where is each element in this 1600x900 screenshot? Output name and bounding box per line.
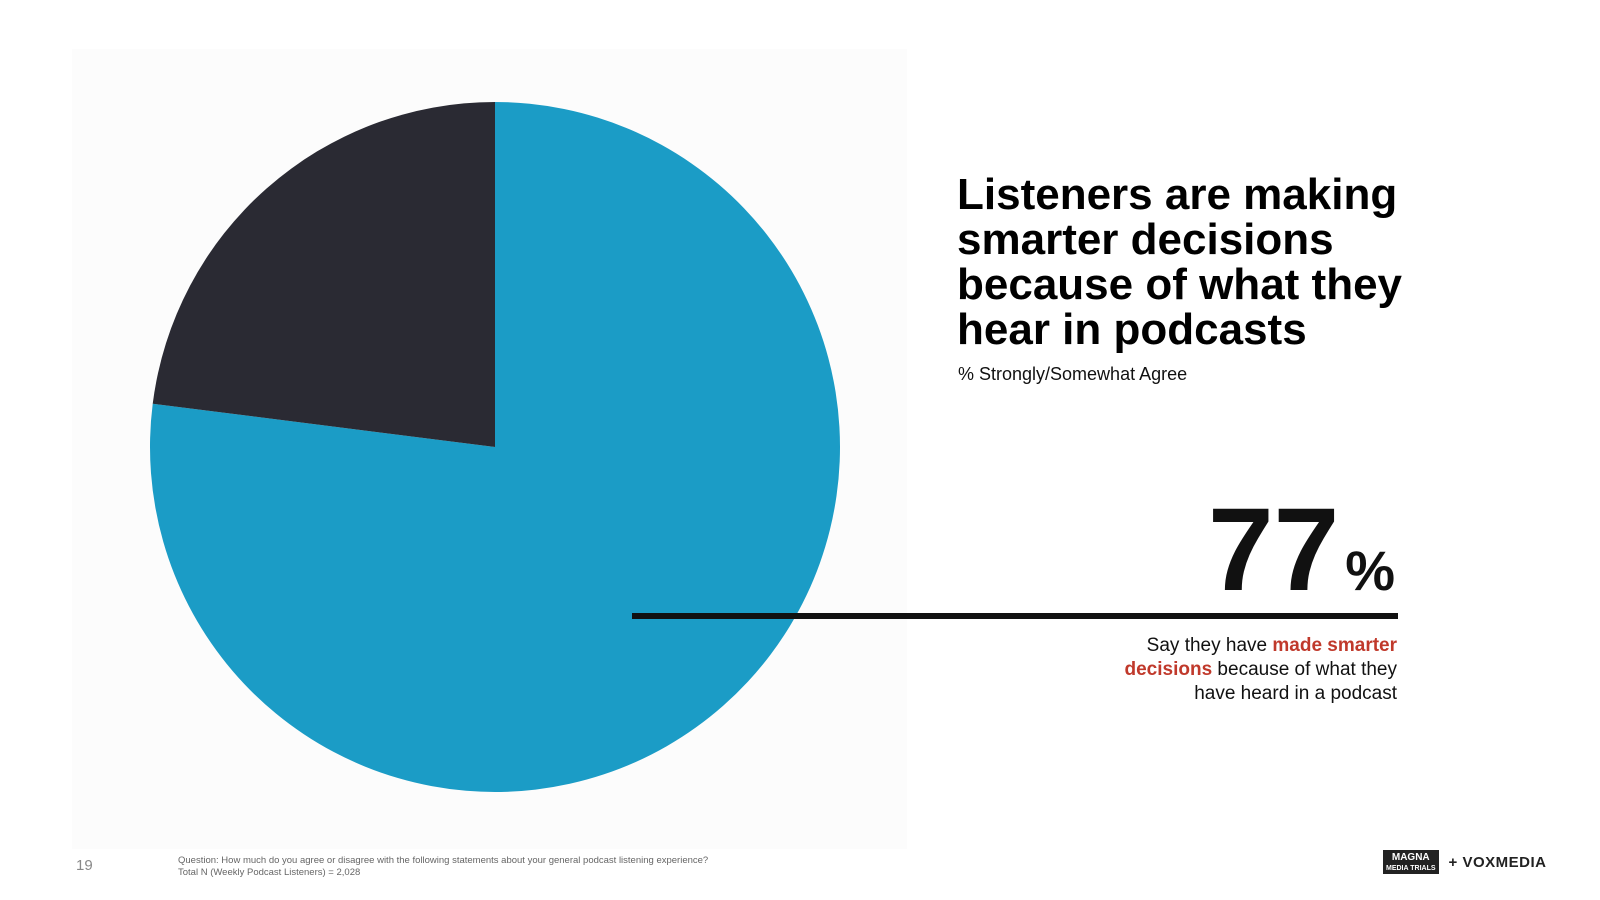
logo-text: MAGNA bbox=[1391, 852, 1430, 863]
callout-text: Say they have bbox=[1146, 635, 1273, 656]
vox-logo: + VOXMEDIA bbox=[1448, 853, 1547, 871]
footnote: Question: How much do you agree or disag… bbox=[178, 855, 709, 866]
logo-text: MEDIA TRIALS bbox=[1386, 865, 1436, 872]
callout-text: because of what they have heard in a pod… bbox=[1194, 659, 1397, 704]
callout-highlight: made smarter decisions bbox=[1124, 635, 1398, 680]
pie-slice bbox=[152, 102, 495, 447]
value-unit: % bbox=[1345, 539, 1395, 602]
callout: Say they have made smarter decisions bec… bbox=[1090, 634, 1398, 706]
magna-logo: MAGNA MEDIA TRIALS bbox=[1383, 850, 1439, 874]
footnotes: Question: How much do you agree or disag… bbox=[178, 855, 708, 879]
footnote: Total N (Weekly Podcast Listeners) = 2,0… bbox=[178, 867, 361, 878]
value-number: 77 bbox=[1208, 484, 1339, 616]
page-number: 19 bbox=[76, 857, 93, 874]
chart-subtitle: % Strongly/Somewhat Agree bbox=[958, 364, 1188, 384]
chart-title: Listeners are making smarter decisions b… bbox=[957, 170, 1403, 354]
value-label: 77% bbox=[1208, 484, 1395, 616]
pie-slice bbox=[150, 102, 841, 792]
logos: MAGNA MEDIA TRIALS + VOXMEDIA bbox=[1383, 850, 1546, 874]
